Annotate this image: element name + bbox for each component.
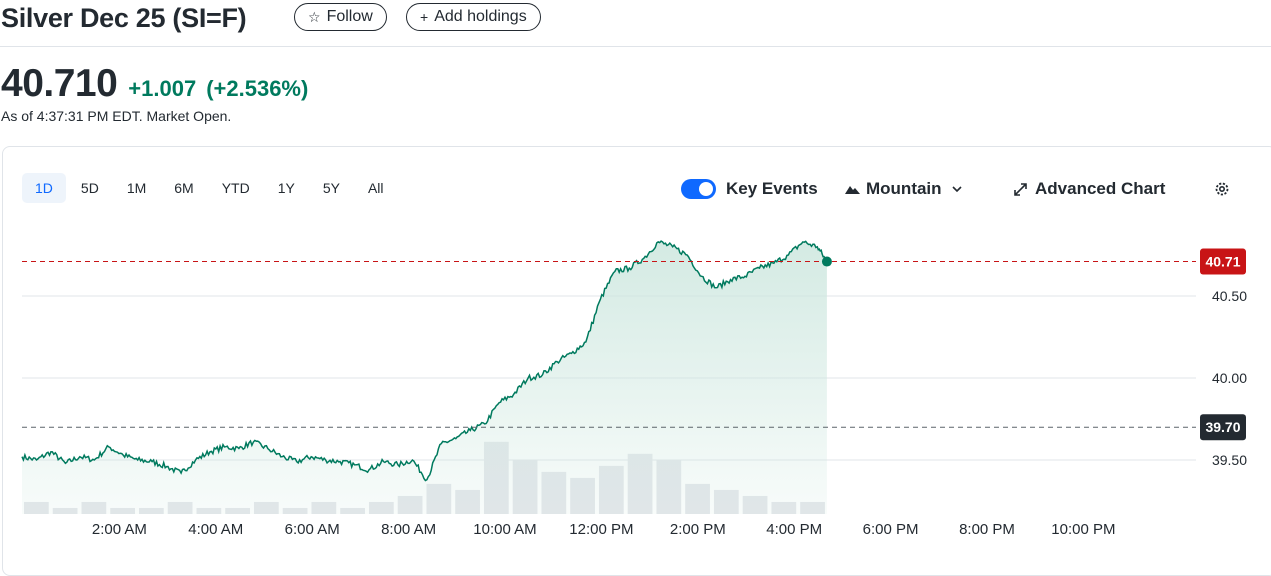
key-events-label: Key Events [726,179,818,198]
plus-icon: + [420,9,429,25]
star-icon: ☆ [308,8,321,25]
price-change: +1.007 [128,76,197,101]
range-1y[interactable]: 1Y [277,180,295,196]
x-tick-label: 10:00 PM [1051,521,1115,538]
follow-button[interactable]: ☆ Follow [294,3,387,31]
previous-close-tag [1200,414,1246,441]
mountain-icon [845,186,860,194]
x-tick-label: 2:00 AM [92,521,147,538]
range-1d[interactable]: 1D [22,173,66,203]
toggle-switch[interactable] [681,179,716,199]
quote-block: 40.710 +1.007 (+2.536%) [1,62,308,106]
chart-settings-button[interactable] [1213,177,1231,201]
price-chart: 39.50 40.00 40.50 40.71 39.70 2:00 AM 4:00 AM 6… [21,240,1247,538]
x-tick-label: 12:00 PM [569,521,633,538]
header-divider [0,46,1271,47]
x-tick-label: 4:00 AM [188,521,243,538]
x-tick-label: 6:00 PM [863,521,919,538]
add-holdings-label: Add holdings [434,8,527,25]
expand-icon [1014,182,1027,196]
range-selector: 1D 5D 1M 6M YTD 1Y 5Y All [22,173,399,203]
current-price-tag-label: 40.71 [1205,254,1240,270]
chevron-down-icon [951,186,962,193]
chart-type-label: Mountain [866,179,942,198]
page-title: Silver Dec 25 (SI=F) [1,2,247,33]
x-tick-label: 10:00 AM [473,521,536,538]
x-tick-label: 8:00 PM [959,521,1015,538]
y-tick-label: 39.50 [1212,452,1247,468]
range-1m[interactable]: 1M [126,180,147,196]
x-tick-label: 6:00 AM [285,521,340,538]
as-of-timestamp: As of 4:37:31 PM EDT. Market Open. [1,108,232,124]
price-change-percent: (+2.536%) [206,76,309,101]
current-price: 40.710 [1,62,118,105]
range-5d[interactable]: 5D [80,180,99,196]
x-tick-label: 8:00 AM [381,521,436,538]
range-ytd[interactable]: YTD [221,180,250,196]
previous-close-tag-label: 39.70 [1205,419,1240,435]
key-events-toggle[interactable]: Key Events [681,177,818,201]
range-5y[interactable]: 5Y [322,180,340,196]
follow-label: Follow [326,8,373,25]
advanced-chart-button[interactable]: Advanced Chart [1013,177,1165,201]
series-line [21,240,828,482]
x-tick-label: 4:00 PM [766,521,822,538]
x-tick-label: 2:00 PM [670,521,726,538]
gear-icon [1215,182,1229,196]
advanced-chart-label: Advanced Chart [1035,179,1166,198]
current-price-tag [1200,248,1246,275]
range-all[interactable]: All [367,180,384,196]
add-holdings-button[interactable]: + Add holdings [406,3,541,31]
chart-type-dropdown[interactable]: Mountain [845,177,963,201]
last-price-dot [821,256,832,267]
y-tick-label: 40.00 [1212,370,1247,386]
range-6m[interactable]: 6M [174,180,194,196]
y-tick-label: 40.50 [1212,288,1247,304]
